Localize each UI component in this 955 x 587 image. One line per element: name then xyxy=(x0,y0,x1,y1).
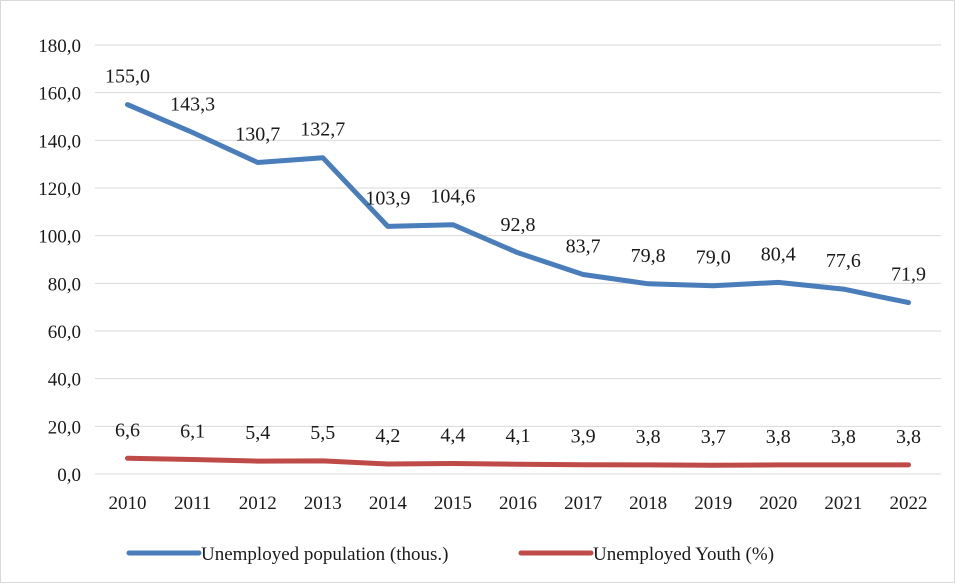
data-label: 132,7 xyxy=(300,119,345,141)
series-line-1 xyxy=(125,455,911,468)
data-label: 6,6 xyxy=(115,419,140,441)
y-tick-label: 180,0 xyxy=(38,36,81,57)
y-tick-label: 120,0 xyxy=(38,179,81,200)
series-lines xyxy=(125,102,911,468)
x-tick-label: 2011 xyxy=(174,493,211,514)
data-label: 143,3 xyxy=(170,93,215,115)
data-label: 130,7 xyxy=(235,123,280,145)
data-label: 4,4 xyxy=(440,425,465,447)
y-tick-label: 20,0 xyxy=(48,417,81,438)
data-label: 3,8 xyxy=(831,426,856,448)
data-label: 92,8 xyxy=(501,214,536,236)
x-tick-label: 2021 xyxy=(824,493,862,514)
data-label: 6,1 xyxy=(180,420,205,442)
y-tick-label: 60,0 xyxy=(48,322,81,343)
x-tick-label: 2012 xyxy=(239,493,277,514)
data-label: 4,2 xyxy=(375,425,400,447)
data-label: 3,8 xyxy=(766,426,791,448)
data-label: 71,9 xyxy=(891,264,926,286)
data-label: 79,8 xyxy=(631,245,666,267)
y-axis-tick-labels: 0,0 20,0 40,0 60,0 80,0 100,0 120,0 140,0 160,0 1… xyxy=(38,36,81,486)
x-tick-label: 2018 xyxy=(629,493,667,514)
x-tick-label: 2017 xyxy=(564,493,602,514)
data-label: 5,5 xyxy=(310,422,335,444)
data-label: 3,7 xyxy=(701,426,726,448)
y-tick-label: 160,0 xyxy=(38,84,81,105)
data-label: 5,4 xyxy=(245,422,270,444)
data-label: 104,6 xyxy=(430,186,475,208)
data-label: 3,9 xyxy=(571,426,596,448)
data-label: 80,4 xyxy=(761,243,796,265)
data-label: 79,0 xyxy=(696,247,731,269)
x-tick-label: 2014 xyxy=(369,493,408,514)
y-tick-label: 40,0 xyxy=(48,370,81,391)
legend-label: Unemployed population (thous.) xyxy=(201,544,449,565)
y-tick-label: 140,0 xyxy=(38,131,81,152)
x-tick-label: 2010 xyxy=(109,493,147,514)
gridlines xyxy=(95,44,941,475)
data-label: 4,1 xyxy=(506,425,531,447)
legend: Unemployed population (thous.) Unemployed… xyxy=(126,544,774,565)
x-tick-label: 2015 xyxy=(434,493,472,514)
x-tick-label: 2019 xyxy=(694,493,732,514)
legend-label: Unemployed Youth (%) xyxy=(593,544,774,565)
data-label: 83,7 xyxy=(566,236,601,258)
x-tick-label: 2016 xyxy=(499,493,537,514)
x-tick-label: 2022 xyxy=(889,493,927,514)
y-tick-label: 100,0 xyxy=(38,227,81,248)
x-tick-label: 2020 xyxy=(759,493,797,514)
data-label: 3,8 xyxy=(896,426,921,448)
series-line-0 xyxy=(125,102,911,306)
x-axis-tick-labels: 2010 2011 2012 2013 2014 2015 2016 2017 2018 2019… xyxy=(109,493,928,514)
x-tick-label: 2013 xyxy=(304,493,342,514)
data-label: 3,8 xyxy=(636,426,661,448)
y-tick-label: 80,0 xyxy=(48,274,81,295)
data-label: 77,6 xyxy=(826,250,861,272)
data-label: 103,9 xyxy=(365,187,410,209)
y-tick-label: 0,0 xyxy=(57,465,81,486)
data-label: 155,0 xyxy=(105,66,150,88)
data-labels: 155,0 143,3 130,7 132,7 103,9 104,6 92,8 83,7 79… xyxy=(105,66,926,449)
